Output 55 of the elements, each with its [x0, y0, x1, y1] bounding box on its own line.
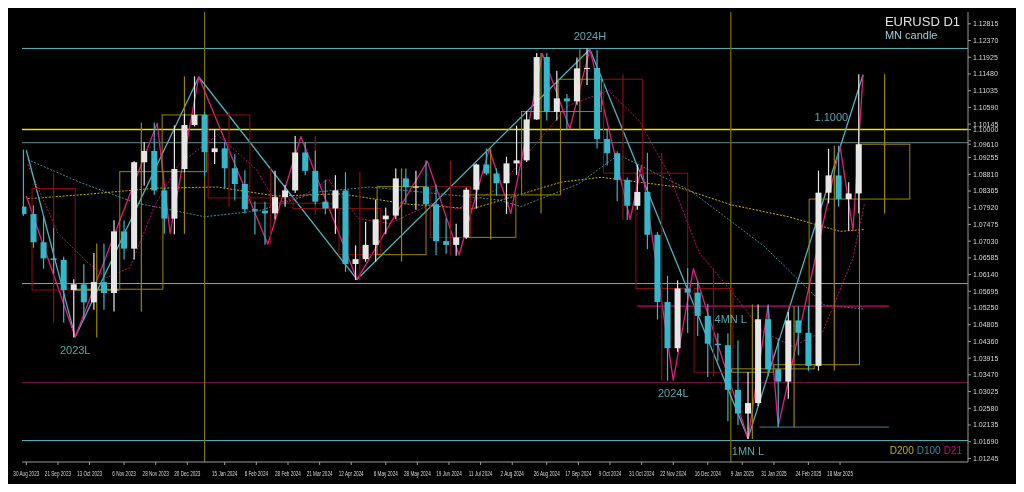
- candlestick: [684, 267, 691, 334]
- candlestick: [80, 264, 87, 320]
- annotation: 2024H: [573, 30, 607, 43]
- candlestick: [443, 218, 450, 254]
- annotation: 1.1000: [814, 110, 849, 123]
- candlestick: [493, 168, 500, 196]
- candlestick: [553, 70, 560, 121]
- candlestick: [422, 160, 430, 205]
- candlestick: [191, 76, 198, 127]
- candlestick: [775, 338, 782, 427]
- candlestick: [40, 216, 47, 269]
- candlestick: [90, 252, 97, 310]
- candlestick: [604, 129, 611, 166]
- candlestick: [352, 245, 359, 281]
- candlestick: [412, 170, 419, 210]
- candlestick: [332, 175, 339, 234]
- candlestick: [503, 156, 510, 214]
- text: MN candle: [884, 29, 939, 41]
- candlestick: [231, 154, 238, 201]
- annotation: 1MN L: [731, 445, 765, 458]
- candlestick: [563, 94, 570, 130]
- candlestick: [362, 221, 369, 262]
- candlestick: [835, 145, 842, 207]
- candlestick: [734, 340, 741, 426]
- candlestick: [825, 148, 832, 204]
- candlestick: [70, 279, 77, 338]
- candlestick: [302, 142, 309, 176]
- text: D200: [889, 445, 914, 456]
- candlestick: [282, 184, 289, 207]
- candlestick: [483, 148, 490, 176]
- text: D100: [916, 445, 941, 456]
- candlestick: [221, 141, 228, 189]
- candlestick: [251, 201, 258, 235]
- candlestick: [121, 220, 128, 260]
- candlestick: [402, 168, 409, 204]
- candlestick: [141, 142, 148, 186]
- candlestick: [634, 164, 641, 210]
- annotation: 2024L: [657, 386, 689, 399]
- candlestick: [272, 170, 279, 220]
- candlestick: [513, 125, 520, 175]
- line-series: [25, 48, 864, 439]
- candlestick: [211, 129, 218, 164]
- candlestick: [795, 306, 802, 356]
- annotation: 2023L: [59, 343, 91, 356]
- line-series: [27, 176, 865, 232]
- candlestick: [453, 223, 460, 256]
- candlestick: [100, 243, 107, 310]
- candlestick: [694, 281, 701, 337]
- candlestick: [745, 372, 752, 439]
- candlestick: [583, 48, 591, 86]
- chart-title: EURUSD D1: [884, 14, 960, 29]
- candlestick: [50, 227, 57, 275]
- text: D21: [943, 445, 962, 456]
- candlestick: [845, 182, 852, 231]
- annotation: 4MN L: [714, 312, 747, 325]
